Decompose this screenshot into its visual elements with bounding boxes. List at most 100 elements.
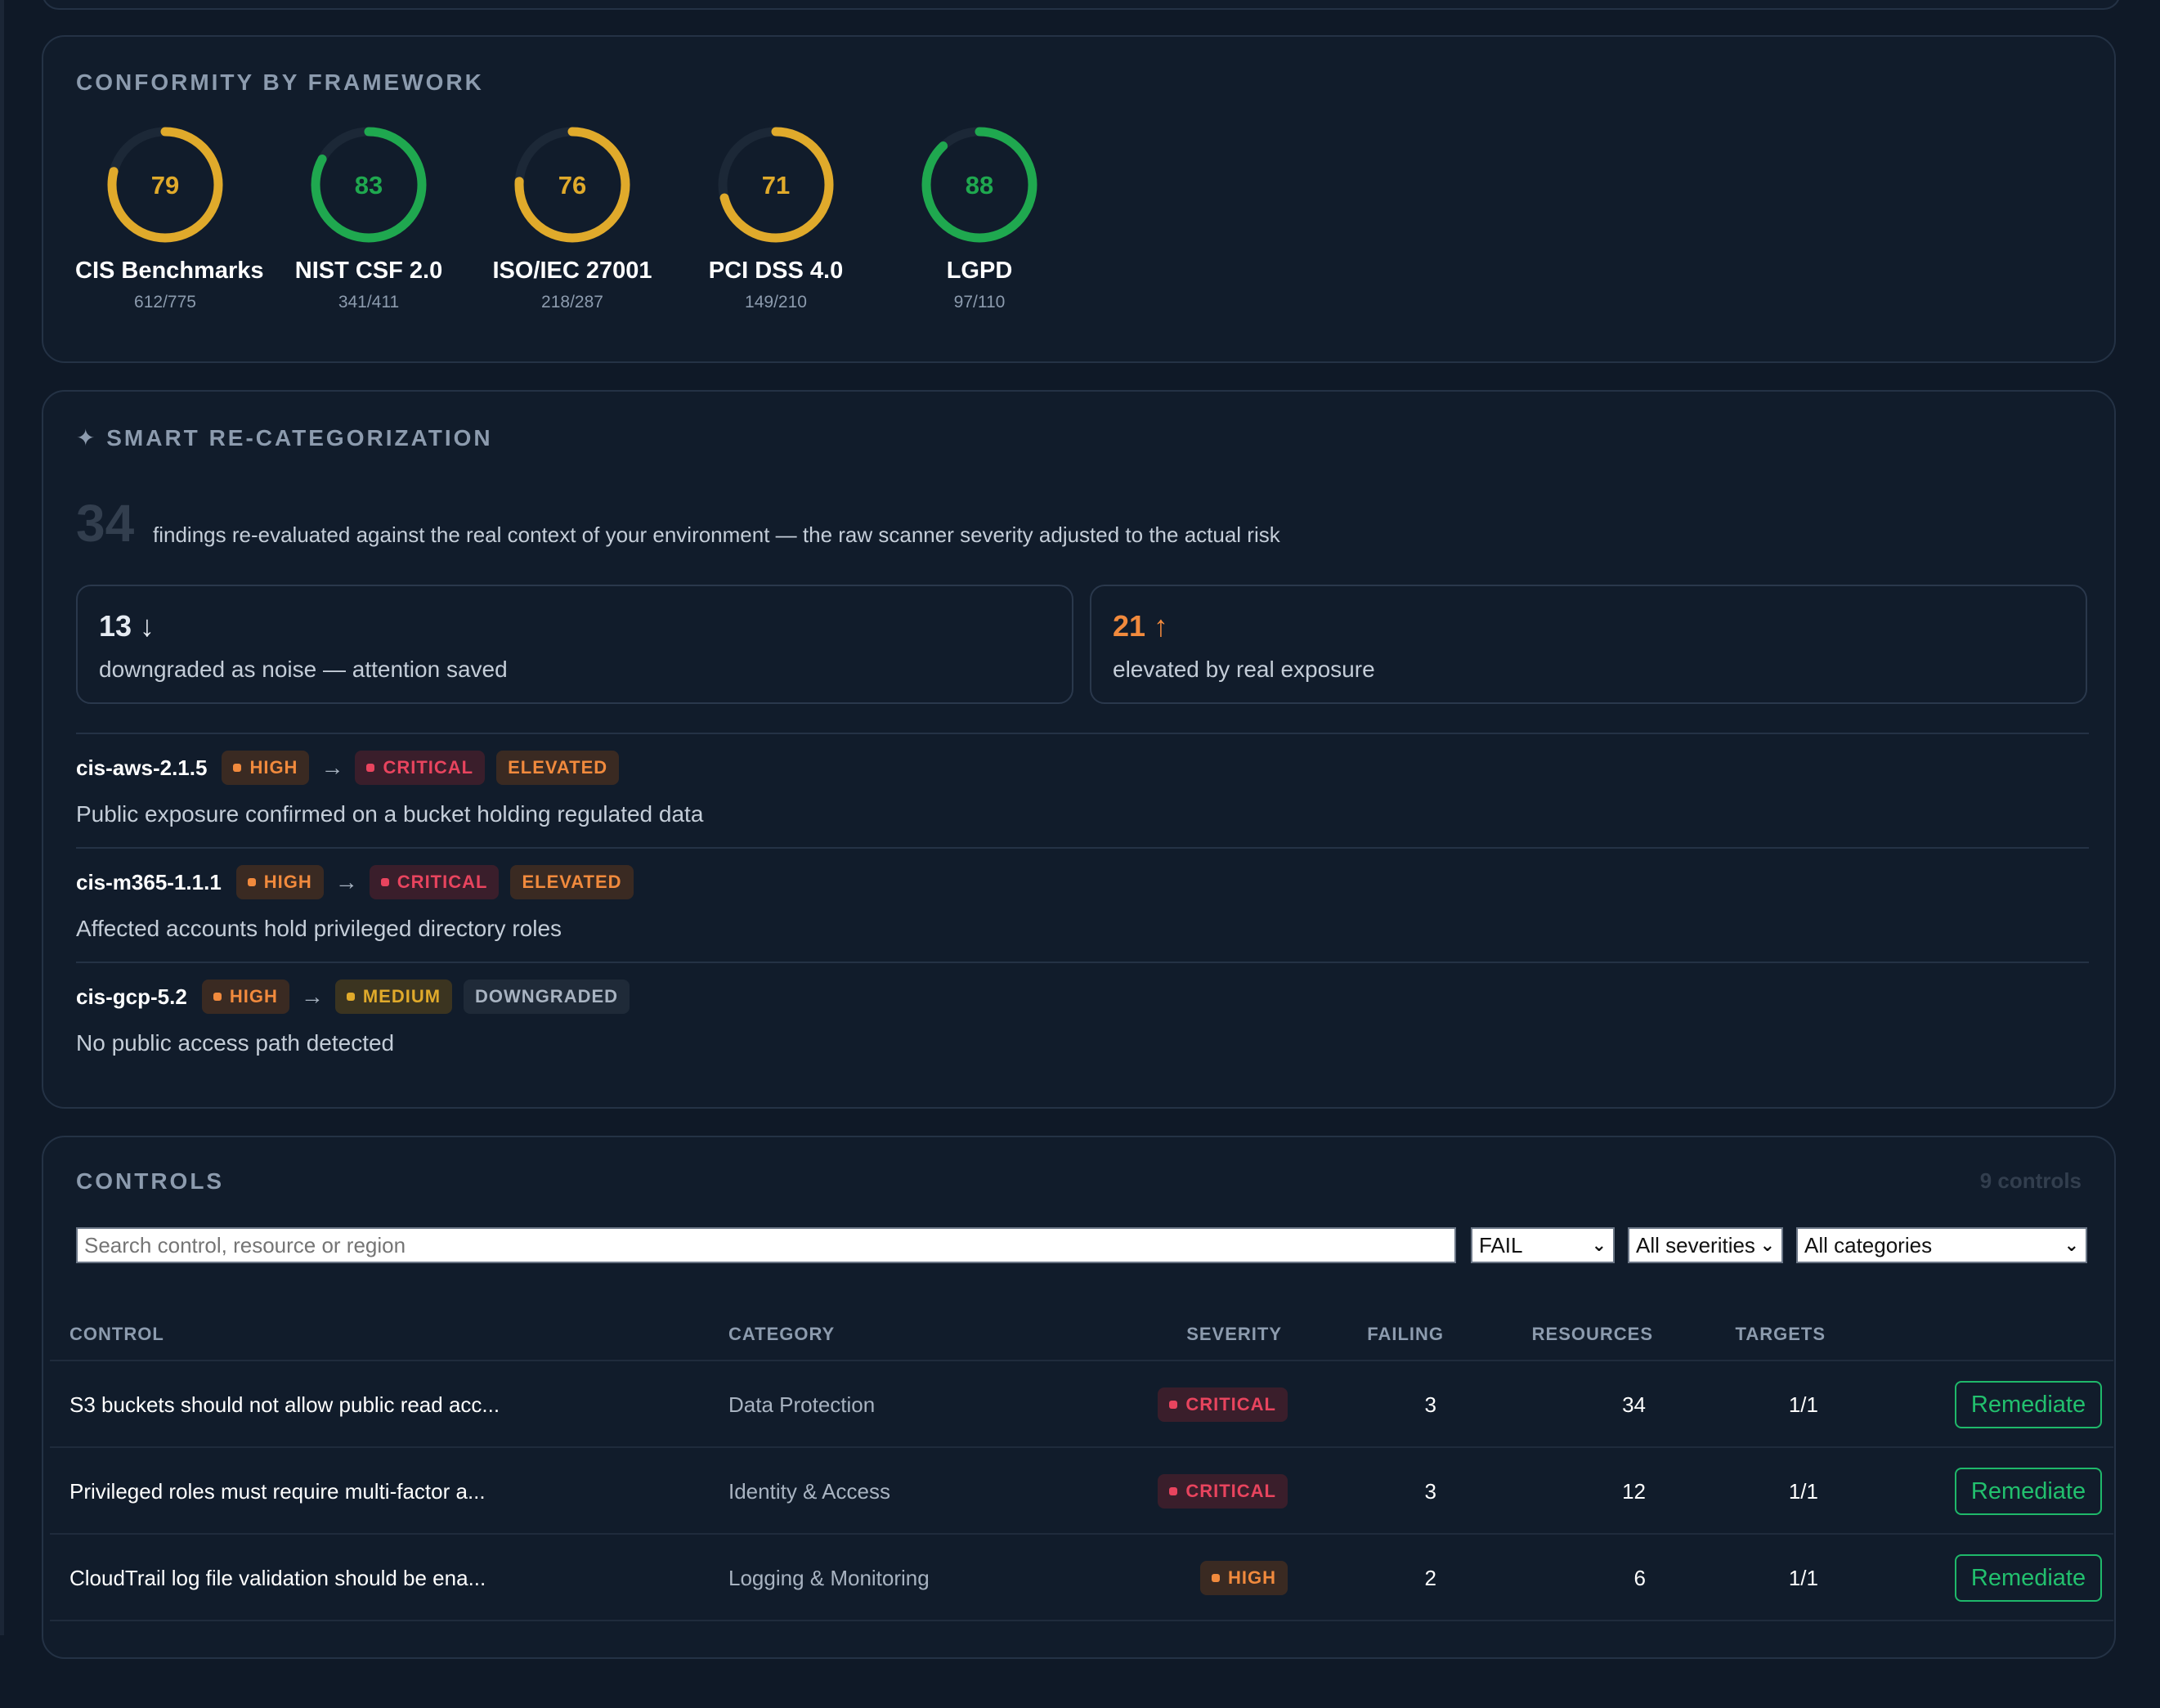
severity-label: CRITICAL (1185, 1394, 1276, 1414)
table-row[interactable]: CloudTrail log file validation should be… (50, 1533, 2113, 1621)
column-header-failing[interactable]: FAILING (1367, 1324, 1444, 1344)
downgraded-label: downgraded as noise — attention saved (99, 657, 508, 682)
severity-label: HIGH (1228, 1567, 1276, 1588)
downgraded-stat[interactable]: 13 ↓ downgraded as noise — attention sav… (76, 585, 1073, 704)
framework-name: CIS Benchmarks (75, 258, 264, 284)
severity-badge-to: MEDIUM (334, 980, 453, 1014)
elevated-value: 21 ↑ (1113, 609, 1169, 643)
severity-badge-from: HIGH (235, 865, 324, 899)
gauge-iso[interactable]: 76 ISO/IEC 27001 218/287 (482, 123, 662, 312)
framework-name: ISO/IEC 27001 (492, 258, 652, 284)
severity-dot (233, 764, 242, 772)
svg-text:88: 88 (966, 171, 993, 199)
arrow-right-icon: → (300, 984, 324, 1009)
table-row[interactable]: Privileged roles must require multi-fact… (50, 1446, 2113, 1535)
targets-count: 1/1 (1788, 1392, 1818, 1417)
severity-from-label: HIGH (263, 872, 312, 892)
targets-count: 1/1 (1788, 1478, 1818, 1504)
severity-dot (1169, 1401, 1178, 1409)
gauge-ring: 71 (718, 127, 834, 243)
severity-cell: CRITICAL (1158, 1361, 1288, 1448)
recat-item[interactable]: cis-m365-1.1.1 HIGH → CRITICAL ELEVATED … (76, 863, 2087, 942)
resources-count: 34 (1622, 1392, 1646, 1417)
framework-name: PCI DSS 4.0 (708, 258, 844, 284)
severity-dot (213, 993, 222, 1001)
elevated-stat[interactable]: 21 ↑ elevated by real exposure (1090, 585, 2087, 704)
severity-dot (380, 878, 389, 886)
severity-dot (346, 993, 355, 1001)
framework-name: LGPD (946, 258, 1013, 284)
recategorization-summary: findings re-evaluated against the real c… (153, 522, 1280, 547)
framework-count: 218/287 (541, 293, 603, 312)
severity-from-label: HIGH (229, 986, 278, 1006)
severity-badge-from: HIGH (222, 751, 310, 785)
conformity-title: CONFORMITY BY FRAMEWORK (76, 69, 484, 95)
recat-reason: Affected accounts hold privileged direct… (76, 916, 562, 941)
search-input[interactable] (76, 1227, 1456, 1263)
status-badge: DOWNGRADED (464, 980, 630, 1014)
severity-dot (247, 878, 256, 886)
failing-count: 3 (1424, 1478, 1436, 1504)
gauge-ring: 88 (921, 127, 1037, 243)
recat-item[interactable]: cis-gcp-5.2 HIGH → MEDIUM DOWNGRADED No … (76, 978, 2087, 1056)
framework-count: 612/775 (134, 293, 196, 312)
downgraded-value: 13 ↓ (99, 609, 155, 643)
recat-item[interactable]: cis-aws-2.1.5 HIGH → CRITICAL ELEVATED P… (76, 749, 2087, 827)
severity-dot (1212, 1574, 1220, 1582)
chevron-down-icon: ⌄ (1591, 1235, 1607, 1255)
column-header-severity[interactable]: SEVERITY (1186, 1324, 1282, 1344)
targets-count: 1/1 (1788, 1565, 1818, 1590)
control-category: Data Protection (728, 1392, 876, 1417)
severity-badge: HIGH (1200, 1561, 1288, 1595)
resources-count: 12 (1622, 1478, 1646, 1504)
gauge-lgpd[interactable]: 88 LGPD 97/110 (890, 123, 1069, 312)
control-id: cis-aws-2.1.5 (76, 755, 208, 780)
conformity-card: CONFORMITY BY FRAMEWORK 79 CIS Benchmark… (42, 35, 2116, 363)
gauge-pci[interactable]: 71 PCI DSS 4.0 149/210 (686, 123, 866, 312)
status-filter-select[interactable]: FAIL ⌄ (1471, 1227, 1615, 1263)
remediate-button[interactable]: Remediate (1955, 1554, 2102, 1602)
severity-badge: CRITICAL (1158, 1474, 1288, 1509)
column-header-resources[interactable]: RESOURCES (1531, 1324, 1653, 1344)
category-filter-select[interactable]: All categories ⌄ (1796, 1227, 2087, 1263)
framework-count: 97/110 (953, 293, 1006, 312)
column-header-targets[interactable]: TARGETS (1735, 1324, 1826, 1344)
controls-count: 9 controls (1979, 1168, 2082, 1193)
svg-text:76: 76 (558, 171, 586, 199)
framework-name: NIST CSF 2.0 (294, 258, 443, 284)
recat-reason: No public access path detected (76, 1030, 395, 1056)
recategorized-total: 34 (76, 494, 135, 553)
failing-count: 2 (1424, 1565, 1436, 1590)
status-filter-value: FAIL (1479, 1232, 1523, 1257)
framework-count: 149/210 (745, 293, 807, 312)
severity-to-label: CRITICAL (383, 757, 474, 778)
severity-dot (366, 764, 375, 772)
gauge-cis[interactable]: 79 CIS Benchmarks 612/775 (75, 123, 264, 312)
severity-from-label: HIGH (249, 757, 298, 778)
severity-filter-select[interactable]: All severities ⌄ (1628, 1227, 1783, 1263)
severity-label: CRITICAL (1185, 1481, 1276, 1501)
arrow-right-icon: → (334, 869, 358, 894)
chevron-down-icon: ⌄ (1759, 1235, 1775, 1255)
severity-cell: CRITICAL (1158, 1448, 1288, 1535)
arrow-right-icon: → (320, 755, 344, 780)
gauge-nist[interactable]: 83 NIST CSF 2.0 341/411 (279, 123, 459, 312)
chevron-down-icon: ⌄ (2064, 1235, 2079, 1255)
gauge-ring: 79 (107, 127, 223, 243)
remediate-button[interactable]: Remediate (1955, 1381, 2102, 1428)
control-category: Logging & Monitoring (728, 1565, 930, 1590)
control-category: Identity & Access (728, 1478, 890, 1504)
previous-card-edge (42, 0, 2121, 10)
table-row-divider (50, 1620, 2113, 1708)
remediate-button[interactable]: Remediate (1955, 1468, 2102, 1515)
recat-reason: Public exposure confirmed on a bucket ho… (76, 801, 704, 827)
resources-count: 6 (1633, 1565, 1646, 1590)
divider (76, 847, 2089, 849)
column-header-category[interactable]: CATEGORY (728, 1324, 836, 1344)
svg-text:79: 79 (151, 171, 179, 199)
column-header-control[interactable]: CONTROL (69, 1324, 164, 1344)
severity-dot (1169, 1487, 1178, 1495)
table-row[interactable]: S3 buckets should not allow public read … (50, 1360, 2113, 1448)
status-badge: ELEVATED (510, 865, 634, 899)
status-badge: ELEVATED (496, 751, 620, 785)
